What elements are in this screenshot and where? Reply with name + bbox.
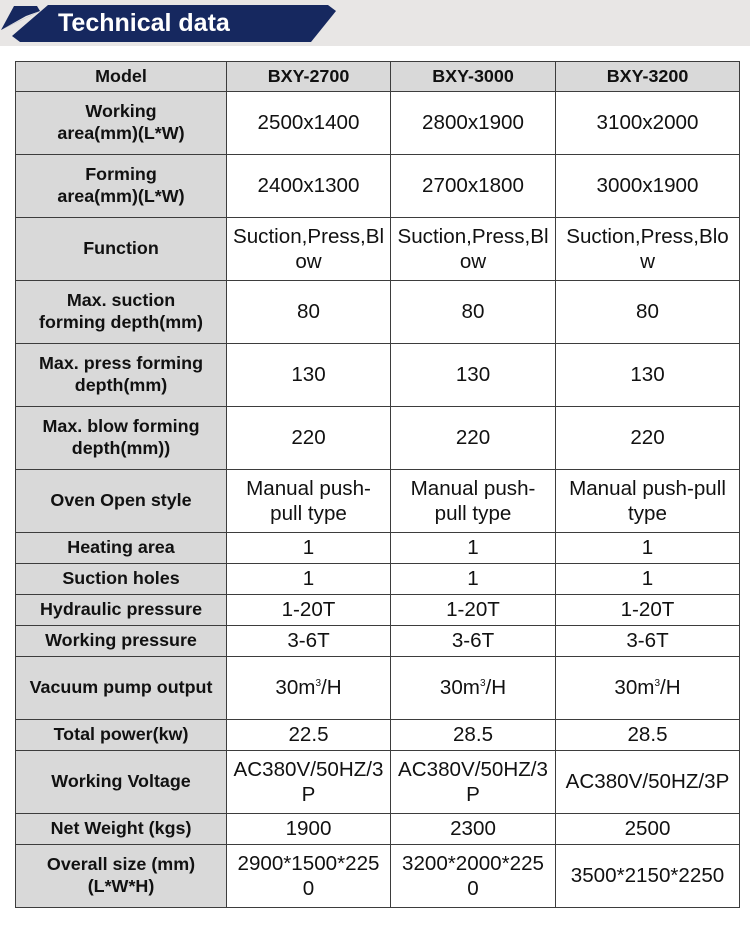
svg-text:Technical data: Technical data [58, 9, 231, 37]
